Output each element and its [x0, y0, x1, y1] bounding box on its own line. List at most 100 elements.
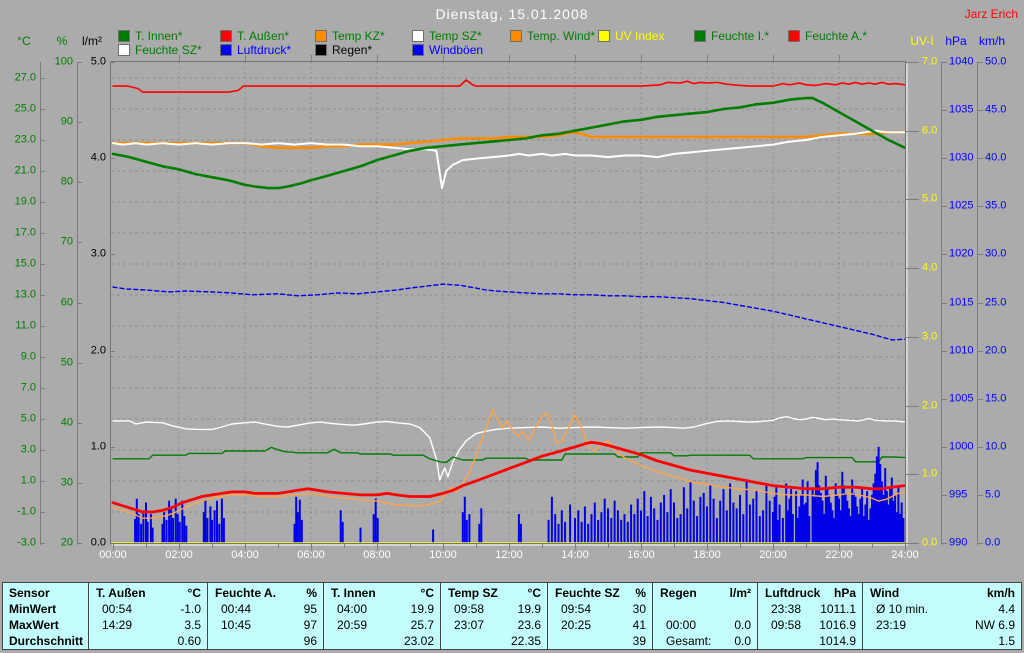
axis-tick-lm2 [110, 543, 115, 544]
axis-title-uv: UV-I [910, 34, 934, 48]
axis-tick-label-lm2: 1.0 [90, 440, 106, 453]
axis-tick-kmh [977, 350, 983, 352]
wind-gust-bar [593, 502, 596, 543]
x-tick [311, 544, 312, 550]
stat-value: 30 [632, 602, 646, 616]
x-tick-label: 02:00 [165, 549, 193, 561]
x-tick [542, 544, 543, 548]
row-label-maxwert: MaxWert [9, 618, 59, 632]
station-owner-name: Jarz Erich [964, 7, 1018, 21]
sensor-group-luftdruck: Luftdruck hPa 23:38 1011.1 09:58 1016.9 1014.9 [757, 583, 862, 649]
wind-gust-bar [587, 523, 590, 543]
x-tick-label: 10:00 [429, 549, 457, 561]
wind-gust-bar [814, 469, 817, 543]
wind-gust-bar [765, 485, 768, 543]
group-unit: °C [187, 586, 201, 600]
t-innen-swatch-icon [118, 30, 130, 42]
wind-gust-bar [569, 504, 572, 543]
temp-kz-swatch-icon [315, 30, 327, 42]
axis-tick-pct [77, 302, 82, 304]
stat-time: 20:25 [561, 618, 592, 632]
axis-tick-label-kmh: 10.0 [985, 440, 1007, 453]
wind-gust-bar [844, 493, 847, 543]
group-header: T. Außen °C [89, 586, 207, 602]
stat-value: 1011.1 [820, 602, 856, 616]
wind-gust-bar [742, 514, 745, 543]
legend-item-luftdruck: Luftdruck* [220, 44, 291, 56]
wind-gust-bar [140, 523, 143, 543]
x-tick [212, 544, 213, 548]
axis-tick-c [40, 140, 45, 141]
x-tick [806, 544, 807, 548]
axis-tick-hpa [941, 543, 947, 544]
axis-tick-c [40, 450, 45, 451]
axis-tick-hpa [941, 494, 947, 496]
axis-tick-uv [906, 62, 919, 63]
x-tick-top [179, 55, 180, 61]
axis-tick-label-kmh: 35.0 [985, 199, 1007, 212]
wind-gust-bar [204, 499, 207, 543]
group-header: Temp SZ °C [441, 586, 547, 602]
stat-time: 10:45 [221, 618, 252, 632]
axis-tick-label-lm2: 3.0 [90, 247, 106, 260]
axis-tick-kmh [977, 206, 983, 208]
wind-gust-bar [613, 500, 616, 543]
axis-tick-label-hpa: 1015 [949, 296, 974, 308]
axis-tick-hpa [941, 158, 947, 160]
axis-tick-kmh [977, 110, 983, 112]
legend-label: T. Innen* [135, 29, 183, 43]
wind-gust-bar [894, 494, 897, 543]
wind-gust-bar [867, 519, 870, 543]
axis-title-c: °C [17, 34, 31, 48]
table-row: 04:00 19.9 [324, 602, 440, 618]
wind-gust-bar [146, 521, 149, 543]
table-row: 0.60 [89, 634, 207, 650]
stat-value: 39 [632, 634, 646, 648]
wind-gust-bar [791, 514, 794, 543]
x-tick [113, 544, 114, 550]
statistics-table: Sensor MinWert MaxWert Durchschnitt T. Außen… [2, 582, 1022, 650]
wind-gust-bar [643, 491, 646, 543]
wind-gust-bar [890, 477, 893, 543]
wind-gust-bar [819, 493, 822, 543]
group-name: Wind [870, 586, 900, 600]
group-header: Wind km/h [863, 586, 1021, 602]
wind-gust-bar [461, 512, 464, 543]
wind-gust-bar [554, 514, 557, 543]
wind-gust-bar [877, 446, 880, 543]
table-row: 23:19 NW 6.9 [863, 618, 1021, 634]
axis-tick-kmh [977, 398, 983, 400]
table-row: 20:59 25.7 [324, 618, 440, 634]
wind-gust-bar [636, 498, 639, 543]
axis-tick-label-c: 17.0 [14, 226, 36, 239]
legend-item-feuchte-sz: Feuchte SZ* [118, 44, 202, 56]
legend-label: Feuchte A.* [805, 29, 868, 43]
axis-tick-c [40, 357, 45, 358]
axis-title-hpa: hPa [945, 34, 967, 48]
stat-time: 00:54 [102, 602, 133, 616]
axis-tick-label-hpa: 1035 [949, 103, 974, 116]
stat-time: 20:59 [337, 618, 368, 632]
feuchte-a-swatch-icon [788, 30, 800, 42]
wind-gust-bar [880, 481, 883, 543]
wind-gust-bar [341, 521, 344, 543]
wind-gust-bar [656, 519, 659, 543]
stat-value: 25.7 [410, 618, 434, 632]
x-tick-label: 16:00 [627, 549, 655, 561]
wind-gust-bar [692, 500, 695, 543]
axis-tick-label-uv: 5.0 [922, 192, 938, 205]
sensor-group-wind: Wind km/h Ø 10 min. 4.4 23:19 NW 6.9 1.5 [862, 583, 1021, 649]
axis-tick-label-c: 5.0 [20, 412, 36, 425]
x-tick [905, 544, 906, 550]
table-row: 10:45 97 [208, 618, 323, 634]
x-tick [179, 544, 180, 550]
wind-gust-bar [682, 487, 685, 543]
wind-gust-bar [800, 494, 803, 543]
group-header: Luftdruck hPa [758, 586, 862, 602]
wind-gust-bar [821, 500, 824, 543]
wind-gust-bar [640, 510, 642, 543]
group-header: Feuchte SZ% [548, 586, 652, 602]
wind-gust-bar [725, 510, 728, 543]
x-tick [872, 544, 873, 548]
stat-time [863, 634, 876, 650]
